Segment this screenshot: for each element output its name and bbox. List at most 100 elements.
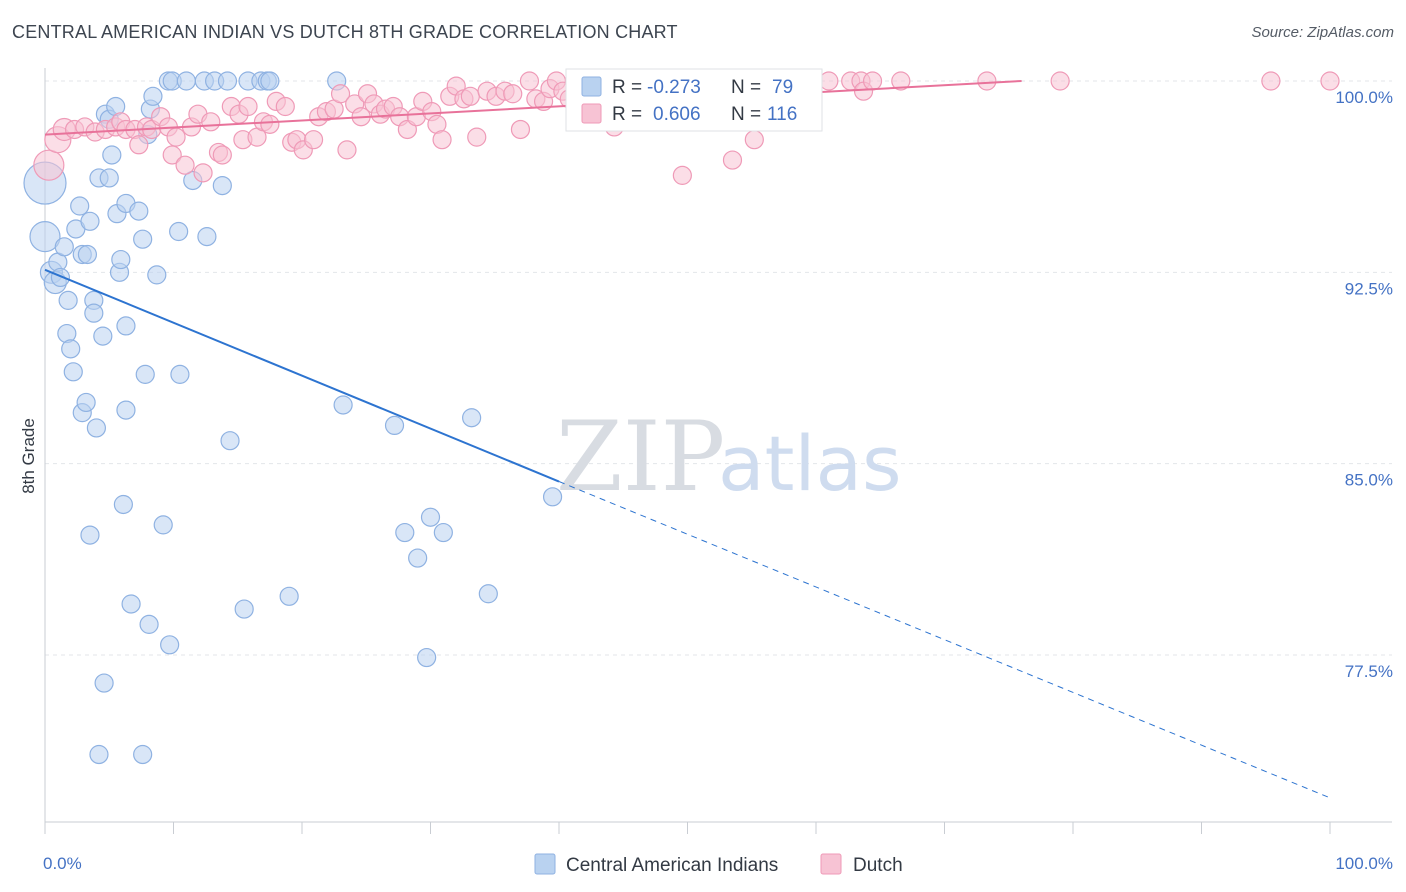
point-blue-10 (63, 362, 83, 382)
point-pink-42 (337, 140, 357, 160)
point-blue-27 (99, 168, 119, 188)
point-pink-66 (510, 119, 531, 140)
point-blue-1 (29, 221, 61, 253)
point-pink-114 (977, 71, 997, 91)
point-blue-47 (139, 614, 159, 634)
point-blue-77 (478, 584, 498, 604)
point-pink-0 (33, 149, 65, 181)
point-blue-41 (135, 364, 155, 384)
legend-n-label-0: N = (731, 77, 761, 98)
series-legend: Central American Indians Dutch (534, 853, 903, 876)
watermark: ZIP atlas (556, 401, 902, 513)
point-pink-17 (166, 127, 186, 147)
point-pink-116 (1261, 71, 1281, 91)
point-blue-44 (143, 86, 163, 106)
trend-line-blue-dashed (558, 481, 1331, 799)
trend-line-blue (44, 268, 560, 483)
point-blue-67 (279, 586, 299, 606)
point-pink-90 (672, 165, 692, 185)
point-pink-117 (1320, 71, 1340, 91)
y-tick-label-2: 85.0% (1345, 471, 1393, 490)
point-blue-12 (70, 196, 90, 216)
series-legend-label-0: Central American Indians (566, 855, 778, 876)
point-blue-26 (102, 145, 122, 165)
point-blue-60 (217, 71, 238, 91)
point-blue-5 (50, 267, 71, 288)
point-blue-62 (234, 599, 254, 619)
legend-r-value-0: -0.273 (647, 77, 701, 98)
point-blue-59 (212, 175, 232, 196)
legend-r-value-1: 0.606 (653, 104, 701, 125)
grid-lines (45, 80, 1392, 656)
point-blue-17 (80, 211, 100, 231)
stats-legend: R = -0.273 N = 79 R = 0.606 N = 116 (565, 68, 823, 132)
point-pink-97 (722, 150, 743, 170)
point-blue-48 (160, 635, 180, 655)
point-blue-45 (147, 265, 167, 285)
x-tick-labels: 0.0% 100.0% (43, 854, 1393, 873)
y-tick-label-3: 77.5% (1345, 662, 1393, 681)
point-blue-31 (111, 249, 131, 270)
point-blue-49 (133, 744, 153, 765)
point-blue-46 (153, 515, 173, 535)
point-pink-112 (862, 71, 883, 91)
point-pink-60 (460, 86, 480, 106)
point-pink-18 (175, 155, 195, 175)
y-tick-label-0: 100.0% (1335, 88, 1393, 107)
point-pink-16 (162, 145, 182, 165)
point-blue-54 (176, 71, 196, 91)
point-blue-19 (84, 303, 104, 323)
point-pink-65 (503, 84, 523, 104)
x-tick-label-0: 0.0% (43, 854, 82, 873)
point-blue-53 (170, 364, 190, 384)
point-blue-14 (77, 244, 98, 265)
axes (44, 68, 1392, 834)
point-pink-41 (330, 84, 351, 104)
point-blue-76 (462, 408, 482, 428)
point-blue-73 (420, 507, 441, 527)
point-blue-9 (61, 339, 81, 359)
source-label: Source: ZipAtlas.com (1251, 24, 1394, 41)
point-blue-6 (54, 237, 74, 257)
x-tick-label-1: 100.0% (1335, 854, 1393, 873)
point-pink-115 (1050, 71, 1070, 91)
y-tick-label-1: 92.5% (1345, 279, 1393, 298)
point-blue-33 (116, 316, 136, 336)
point-blue-16 (76, 392, 96, 413)
legend-r-label-1: R = (612, 104, 642, 125)
y-tick-labels: 100.0% 92.5% 85.0% 77.5% (1335, 88, 1393, 681)
series-legend-swatch-0 (534, 853, 556, 875)
point-blue-70 (384, 415, 405, 435)
point-pink-61 (467, 127, 487, 147)
point-pink-24 (212, 145, 232, 165)
legend-swatch-blue (581, 76, 602, 97)
point-pink-21 (193, 163, 213, 183)
point-pink-100 (744, 130, 764, 150)
point-pink-108 (819, 71, 839, 91)
point-blue-35 (113, 494, 133, 515)
point-blue-69 (333, 395, 353, 415)
point-pink-28 (238, 96, 258, 117)
point-blue-20 (86, 418, 107, 438)
point-blue-75 (433, 522, 453, 543)
y-axis-label: 8th Grade (19, 418, 38, 494)
stats-legend-box (565, 68, 823, 132)
point-pink-31 (260, 114, 280, 134)
point-blue-22 (93, 326, 113, 346)
point-blue-7 (58, 290, 78, 310)
point-blue-66 (260, 71, 280, 91)
point-blue-40 (133, 229, 153, 249)
point-blue-61 (220, 431, 240, 451)
point-blue-38 (89, 744, 109, 765)
point-pink-37 (303, 130, 324, 150)
trend-line-pink (44, 80, 1022, 136)
point-blue-52 (169, 221, 189, 242)
point-blue-74 (417, 647, 437, 668)
point-blue-39 (129, 201, 149, 221)
point-blue-36 (121, 594, 141, 614)
point-pink-11 (129, 135, 149, 155)
point-pink-33 (275, 96, 295, 117)
point-blue-78 (542, 487, 563, 507)
chart-title: CENTRAL AMERICAN INDIAN VS DUTCH 8TH GRA… (12, 22, 678, 42)
